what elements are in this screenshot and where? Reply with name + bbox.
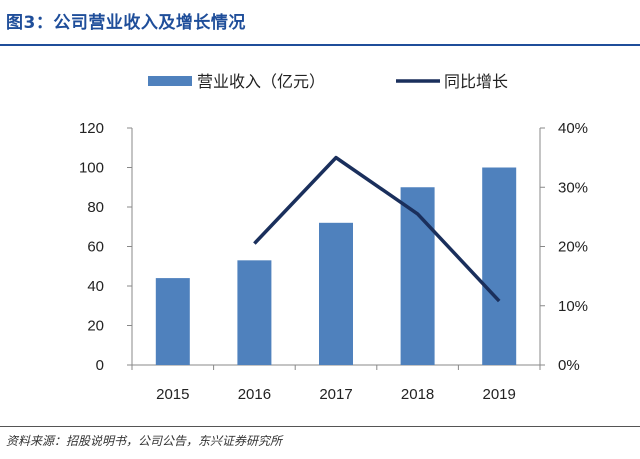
right-tick-label: 40%	[558, 120, 588, 137]
legend-bar-label: 营业收入（亿元）	[197, 72, 325, 91]
x-tick-label: 2016	[238, 386, 271, 403]
legend-bar-swatch	[148, 76, 192, 86]
bar	[400, 187, 435, 365]
bar	[319, 222, 353, 365]
left-tick-label: 80	[87, 199, 104, 216]
right-tick-label: 20%	[558, 239, 588, 256]
x-tick-label: 2018	[401, 386, 434, 403]
right-tick-label: 0%	[558, 357, 580, 374]
figure-title: 图3：公司营业收入及增长情况	[6, 13, 246, 33]
bar	[237, 260, 272, 365]
x-tick-label: 2017	[319, 386, 352, 403]
title-divider	[0, 44, 640, 46]
left-tick-label: 0	[96, 357, 104, 374]
x-tick-label: 2019	[483, 386, 516, 403]
growth-line	[253, 155, 501, 303]
source-divider	[0, 426, 640, 427]
right-tick-label: 10%	[558, 298, 588, 315]
left-tick-label: 40	[87, 278, 104, 295]
left-tick-label: 20	[87, 318, 104, 335]
left-tick-label: 100	[79, 160, 104, 177]
left-tick-label: 120	[79, 120, 104, 137]
x-tick-label: 2015	[156, 386, 189, 403]
legend-line-label: 同比增长	[444, 72, 508, 91]
source-note: 资料来源：招股说明书，公司公告，东兴证券研究所	[6, 434, 283, 448]
bar	[155, 278, 190, 365]
left-tick-label: 60	[87, 239, 104, 256]
bar	[482, 167, 517, 365]
right-tick-label: 30%	[558, 179, 588, 196]
